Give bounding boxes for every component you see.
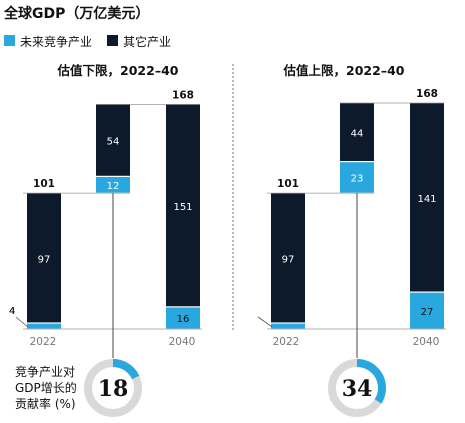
panel-2-title: 估值上限，2022–40	[283, 63, 405, 78]
panel-2-donut-label: 34	[342, 376, 373, 402]
panel-1-bar-3-future-label: 16	[177, 314, 190, 325]
legend-swatch-other	[107, 35, 118, 46]
panel-2-small-label-leader	[257, 316, 273, 328]
panel-2-bar-3-future	[410, 292, 444, 329]
panel-1-title: 估值下限，2022–40	[57, 63, 179, 78]
panel-1-donut-value	[84, 359, 142, 417]
contribution-label-line-2: GDP增长的	[15, 381, 77, 395]
panel-1-bar-1-future-label: 4	[9, 306, 15, 317]
legend-label-future: 未来竞争产业	[20, 35, 93, 49]
panel-1-bar-1-total-label: 101	[33, 178, 55, 190]
panel-1-bar-3-other-label: 151	[173, 202, 192, 213]
panel-2-donut-value	[328, 359, 386, 417]
panel-1-bar-3-category-label: 2040	[169, 336, 196, 348]
panel-2-bar-3-other	[410, 103, 444, 292]
contribution-label-line-1: 竞争产业对	[15, 365, 76, 379]
panel-1-bar-2-future-label: 12	[107, 181, 120, 192]
panel-2-bar-1-other	[271, 193, 305, 323]
panel-2-bar-3-other-label: 141	[417, 194, 436, 205]
panel-1-bar-3-future	[166, 307, 200, 329]
legend-swatch-future	[4, 35, 15, 46]
legend-label-other: 其它产业	[123, 35, 172, 49]
panel-1-bar-2-future	[96, 176, 130, 193]
contribution-label-line-3: 贡献率 (%)	[15, 397, 76, 411]
panel-1-bar-1-other-label: 97	[38, 254, 51, 265]
panel-2-bar-1-future	[271, 323, 305, 329]
panel-2-bar-2-other	[340, 103, 374, 161]
panel-1-bar-2-other-label: 54	[107, 137, 120, 148]
panel-1-bar-2-other	[96, 104, 130, 176]
panel-1-small-label-leader	[15, 316, 29, 328]
panel-2-bar-3-future-label: 27	[421, 307, 434, 318]
panel-1-donut-label: 18	[98, 376, 129, 402]
panel-1-bar-1-future	[27, 323, 61, 329]
panel-1-bar-3-total-label: 168	[172, 89, 194, 101]
panel-2-bar-1-future-label: 4	[9, 306, 15, 317]
panel-2-bar-1-other-label: 97	[282, 254, 295, 265]
panel-2-bar-1-category-label: 2022	[273, 336, 300, 348]
panel-2-bar-3-total-label: 168	[416, 88, 438, 100]
panel-2-bar-3-category-label: 2040	[413, 336, 440, 348]
panel-2-bar-1-total-label: 101	[277, 178, 299, 190]
panel-1-bar-3-other	[166, 104, 200, 307]
panel-2-bar-2-future	[340, 162, 374, 193]
panel-2-bar-2-other-label: 44	[351, 129, 364, 140]
panel-1-bar-1-other	[27, 193, 61, 323]
panel-1-bar-1-category-label: 2022	[30, 336, 57, 348]
panel-2-bar-2-future-label: 23	[351, 174, 364, 185]
chart-title: 全球GDP（万亿美元）	[4, 6, 150, 22]
